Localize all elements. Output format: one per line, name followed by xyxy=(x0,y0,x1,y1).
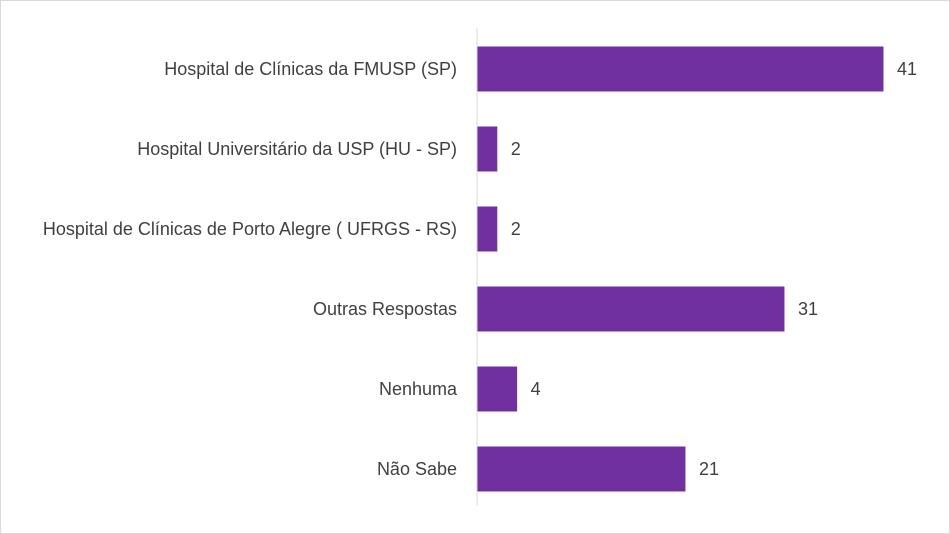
category-label-2: Hospital de Clínicas de Porto Alegre ( U… xyxy=(43,219,457,239)
data-labels-group: 41 2 2 31 4 21 xyxy=(511,59,917,479)
data-label-5: 21 xyxy=(699,459,719,479)
data-label-4: 4 xyxy=(531,379,541,399)
category-label-3: Outras Respostas xyxy=(313,299,457,319)
category-label-5: Não Sabe xyxy=(377,459,457,479)
category-labels-group: Hospital de Clínicas da FMUSP (SP) Hospit… xyxy=(43,59,458,479)
bar-1 xyxy=(477,126,498,172)
bars-group xyxy=(477,46,884,492)
bar-4 xyxy=(477,366,518,412)
bar-5 xyxy=(477,446,686,492)
data-label-2: 2 xyxy=(511,219,521,239)
bar-2 xyxy=(477,206,498,252)
category-label-1: Hospital Universitário da USP (HU - SP) xyxy=(137,139,457,159)
bar-3 xyxy=(477,286,785,332)
bar-0 xyxy=(477,46,884,92)
data-label-1: 2 xyxy=(511,139,521,159)
category-label-4: Nenhuma xyxy=(379,379,458,399)
data-label-3: 31 xyxy=(798,299,818,319)
data-label-0: 41 xyxy=(897,59,917,79)
category-label-0: Hospital de Clínicas da FMUSP (SP) xyxy=(164,59,457,79)
